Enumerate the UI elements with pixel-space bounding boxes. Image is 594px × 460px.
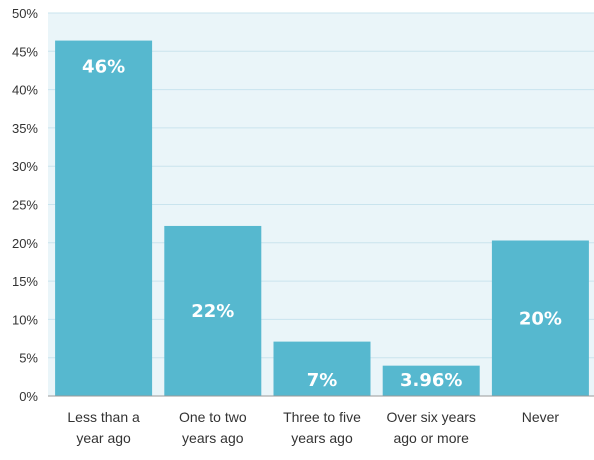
y-tick-label: 20% [12, 236, 38, 251]
bar [491, 240, 589, 396]
data-label: 22% [191, 301, 234, 322]
y-tick-label: 5% [19, 351, 38, 366]
bars [55, 40, 589, 397]
bar [273, 341, 371, 396]
bar [55, 40, 153, 397]
category-label: ago or more [393, 430, 469, 446]
x-axis-categories: Less than a year ago One to two years ago Th… [67, 409, 559, 446]
y-tick-label: 35% [12, 121, 38, 136]
bar [382, 365, 480, 396]
data-label: 20% [519, 308, 562, 329]
y-tick-label: 0% [19, 389, 38, 404]
bar [164, 225, 262, 396]
y-tick-label: 40% [12, 83, 38, 98]
data-label: 46% [82, 57, 125, 78]
y-tick-label: 45% [12, 44, 38, 59]
data-labels: 46% 22% 7% 3.96% 20% [82, 57, 562, 391]
category-label: Less than a [67, 409, 140, 425]
category-label: One to two [179, 409, 247, 425]
y-axis-ticks: 0% 5% 10% 15% 20% 25% 30% 35% 40% 45% 50% [12, 6, 38, 404]
y-tick-label: 15% [12, 274, 38, 289]
y-tick-label: 25% [12, 198, 38, 213]
category-label: Three to five [283, 409, 361, 425]
category-label: years ago [182, 430, 244, 446]
data-label: 7% [307, 370, 338, 391]
data-label: 3.96% [400, 370, 462, 391]
category-label: Over six years [386, 409, 475, 425]
category-label: years ago [291, 430, 353, 446]
y-tick-label: 50% [12, 6, 38, 21]
category-label: year ago [76, 430, 131, 446]
category-label: Never [522, 409, 560, 425]
y-tick-label: 10% [12, 312, 38, 327]
y-tick-label: 30% [12, 159, 38, 174]
